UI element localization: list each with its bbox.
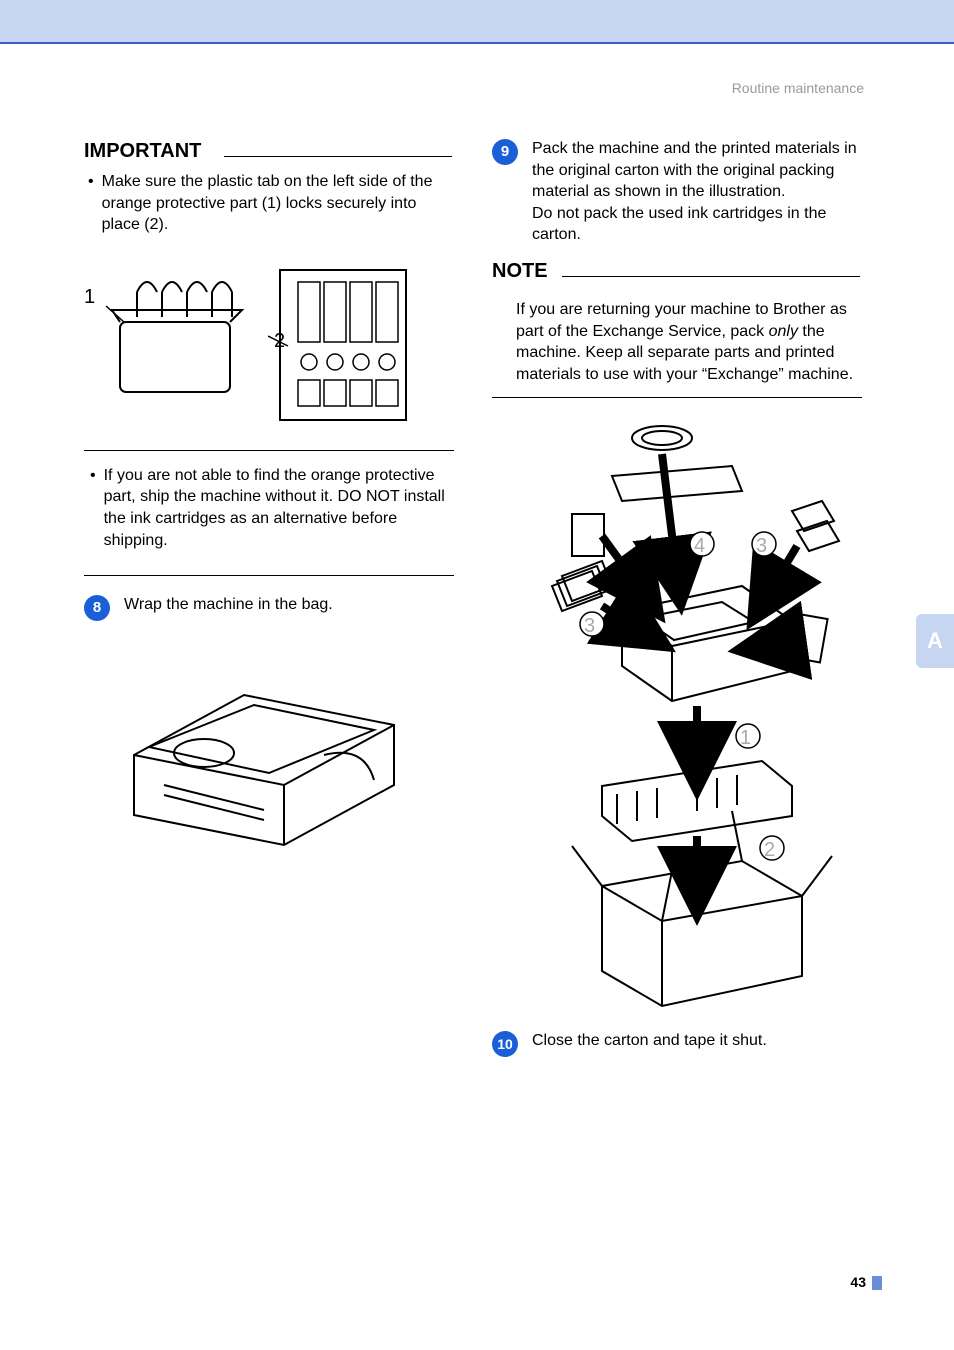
figure-protective-part-2 bbox=[268, 262, 418, 432]
important-lower-box: • If you are not able to find the orange… bbox=[84, 450, 454, 576]
note-callout: NOTE If you are returning your machine t… bbox=[492, 260, 862, 398]
step-10: 10 Close the carton and tape it shut. bbox=[492, 1030, 862, 1057]
note-text: If you are returning your machine to Bro… bbox=[494, 299, 860, 385]
step-9: 9 Pack the machine and the printed mater… bbox=[492, 138, 862, 246]
chapter-tab: A bbox=[916, 614, 954, 668]
step-8-badge: 8 bbox=[84, 595, 110, 621]
title-rule bbox=[224, 156, 452, 157]
important-bullet-2: • If you are not able to find the orange… bbox=[90, 465, 452, 551]
pack-label-2: 2 bbox=[764, 839, 775, 862]
pack-label-3b: 3 bbox=[756, 535, 767, 558]
step-9-body: Pack the machine and the printed materia… bbox=[532, 138, 862, 246]
figure-label-2: 2 bbox=[274, 330, 285, 353]
step-10-text: Close the carton and tape it shut. bbox=[532, 1030, 767, 1057]
bullet-dot-icon: • bbox=[88, 171, 102, 236]
important-callout: IMPORTANT • Make sure the plastic tab on… bbox=[84, 140, 454, 576]
step-10-badge: 10 bbox=[492, 1031, 518, 1057]
figure-packing-diagram: 4 3 3 1 2 bbox=[492, 416, 852, 1016]
important-title-text: IMPORTANT bbox=[84, 140, 201, 162]
important-bullet-1: • Make sure the plastic tab on the left … bbox=[88, 171, 454, 236]
step-9-text-b: Do not pack the used ink cartridges in t… bbox=[532, 203, 862, 246]
page-number-accent bbox=[872, 1276, 882, 1290]
pack-label-3a: 3 bbox=[584, 615, 595, 638]
note-title-text: NOTE bbox=[492, 260, 548, 282]
figure-protective-part-1 bbox=[102, 262, 252, 422]
page-number: 43 bbox=[850, 1274, 866, 1290]
left-column: IMPORTANT • Make sure the plastic tab on… bbox=[84, 140, 454, 855]
machine-bag-svg bbox=[94, 635, 434, 855]
note-box: If you are returning your machine to Bro… bbox=[492, 291, 862, 398]
bullet-dot-icon: • bbox=[90, 465, 104, 551]
important-title: IMPORTANT bbox=[84, 140, 454, 163]
right-column: 9 Pack the machine and the printed mater… bbox=[492, 132, 862, 1071]
protective-part-2-svg bbox=[268, 262, 418, 432]
header-bar bbox=[0, 0, 954, 42]
packing-svg bbox=[492, 416, 852, 1016]
step-8-text: Wrap the machine in the bag. bbox=[124, 594, 333, 621]
bullet-2-text: If you are not able to find the orange p… bbox=[104, 465, 452, 551]
note-title-rule bbox=[562, 276, 860, 277]
note-title: NOTE bbox=[492, 260, 862, 283]
pack-label-4: 4 bbox=[694, 535, 705, 558]
step-8: 8 Wrap the machine in the bag. bbox=[84, 594, 454, 621]
step-9-text-a: Pack the machine and the printed materia… bbox=[532, 138, 862, 203]
figure-label-1: 1 bbox=[84, 286, 95, 309]
step-9-badge: 9 bbox=[492, 139, 518, 165]
running-header: Routine maintenance bbox=[732, 80, 864, 96]
pack-label-1: 1 bbox=[740, 727, 751, 750]
header-rule bbox=[0, 42, 954, 44]
note-text-em: only bbox=[769, 323, 798, 340]
bullet-1-text: Make sure the plastic tab on the left si… bbox=[102, 171, 454, 236]
figure-machine-in-bag bbox=[94, 635, 434, 855]
protective-part-svg bbox=[102, 262, 252, 422]
